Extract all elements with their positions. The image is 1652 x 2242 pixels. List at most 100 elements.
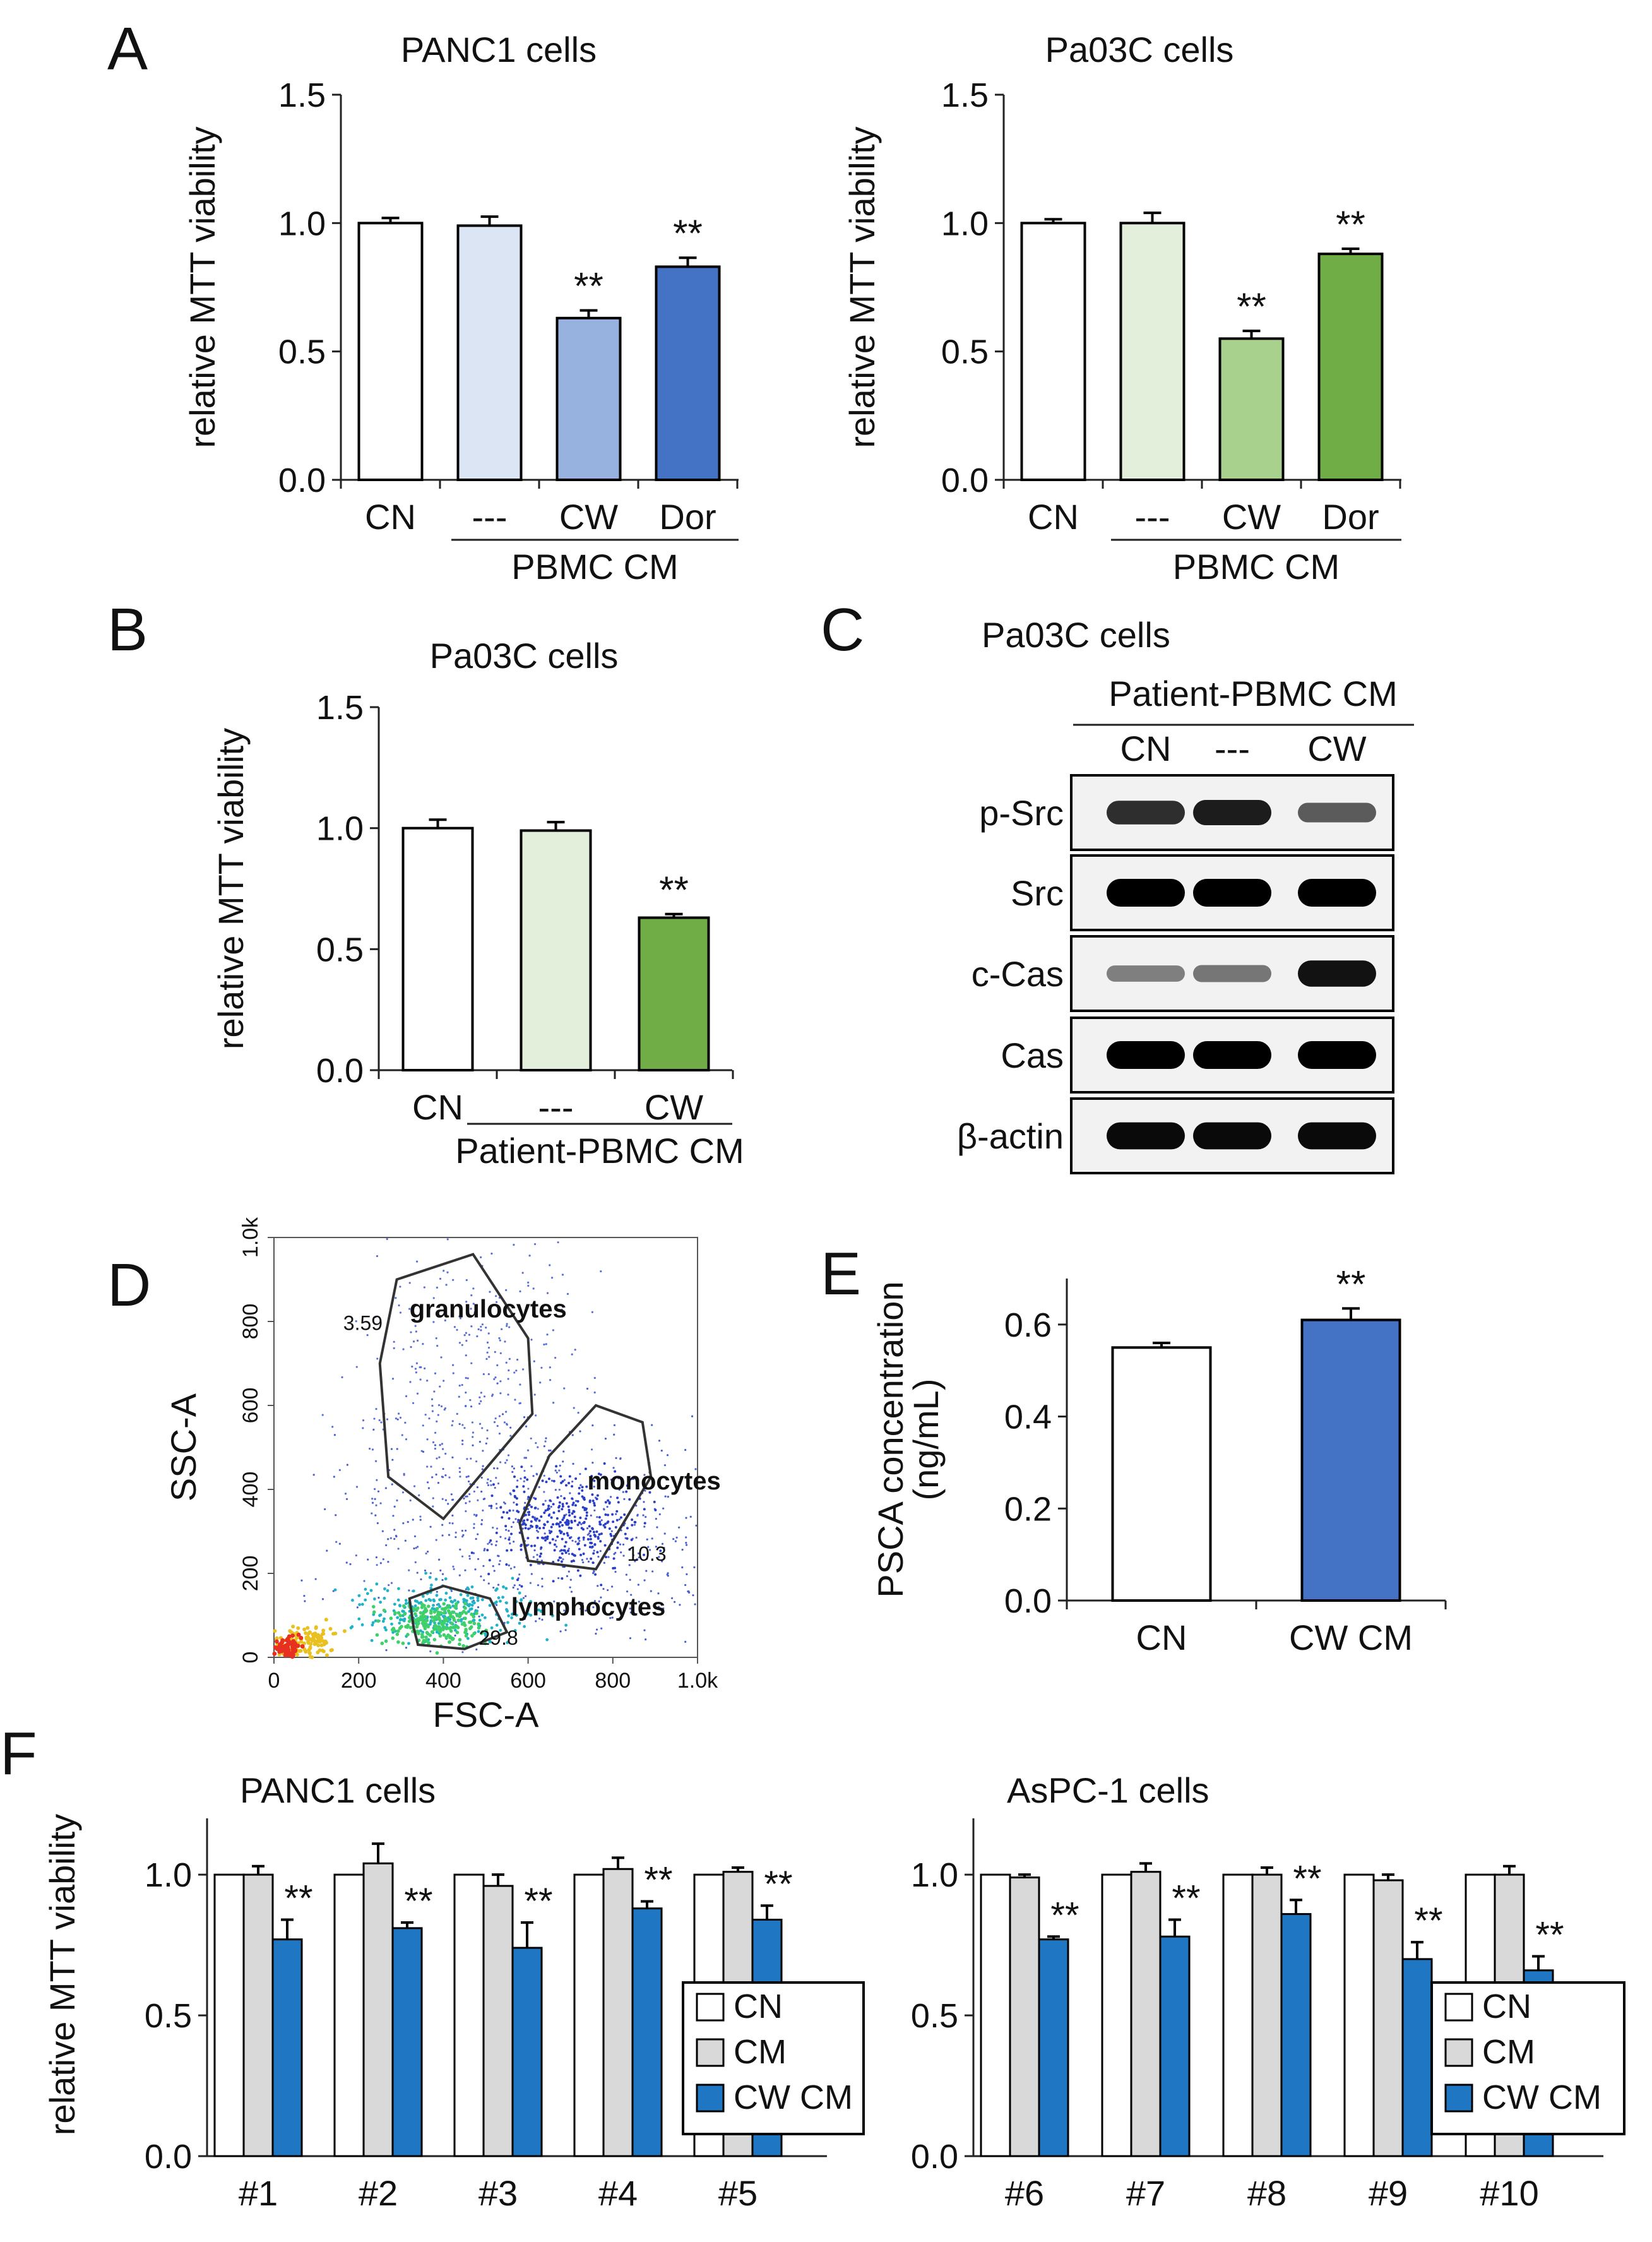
event-dot [598,1520,602,1523]
event-dot [471,1596,475,1600]
event-dot [375,1633,379,1637]
event-dot [440,1622,444,1626]
event-dot [568,1514,571,1517]
event-dot [380,1642,384,1645]
event-dot [517,1518,520,1522]
event-dot [546,1537,549,1541]
event-dot [424,1367,426,1369]
event-dot [585,1514,588,1517]
event-dot [407,1619,412,1623]
event-dot [466,1586,470,1590]
event-dot [396,1448,398,1450]
event-dot [543,1523,546,1526]
event-dot [408,1569,410,1571]
event-dot [684,1448,687,1452]
event-dot [413,1535,417,1537]
significance-marker: ** [1050,1895,1079,1936]
event-dot [376,1564,378,1566]
event-dot [376,1522,379,1525]
event-dot [417,1601,421,1605]
event-dot [452,1279,455,1281]
event-dot [593,1504,596,1507]
event-dot [591,1545,594,1548]
event-dot [593,1391,596,1394]
group-label: PBMC CM [511,547,678,587]
event-dot [612,1520,615,1523]
event-dot [480,1476,483,1479]
event-dot [523,1625,526,1628]
x-tick-label: Dor [1322,497,1379,537]
event-dot [504,1340,506,1343]
event-dot [485,1357,488,1360]
event-dot [379,1502,382,1505]
event-dot [374,1619,377,1623]
event-dot [571,1434,574,1436]
event-dot [631,1523,634,1527]
event-dot [566,1532,569,1535]
event-dot [663,1532,666,1535]
event-dot [523,1457,526,1459]
event-dot [429,1572,432,1575]
event-dot [616,1496,619,1500]
event-dot [398,1621,401,1625]
event-dot [596,1494,599,1497]
event-dot [375,1408,377,1410]
event-dot [495,1477,497,1479]
event-dot [637,1552,640,1555]
gate-outline [518,1404,653,1571]
event-dot [574,1541,577,1543]
event-dot [584,1467,587,1470]
event-dot [552,1580,555,1583]
event-dot [375,1582,379,1586]
event-dot [599,1550,602,1553]
event-dot [591,1424,594,1427]
event-dot [493,1378,496,1380]
event-dot [506,1621,509,1625]
event-dot [448,1618,452,1621]
event-dot [415,1546,417,1549]
event-dot [609,1496,612,1498]
event-dot [556,1535,559,1538]
event-dot [357,1594,361,1597]
event-dot [453,1326,456,1328]
blot-row-label: Src [1011,873,1064,913]
event-dot [470,1325,473,1328]
event-dot [543,1445,545,1448]
event-dot [499,1380,502,1383]
gate-percent: 10.3 [627,1542,666,1565]
event-dot [410,1331,412,1333]
event-cloud [272,1237,698,1659]
event-dot [326,1549,328,1552]
event-dot [391,1626,396,1631]
event-dot [444,1319,446,1321]
event-dot [490,1505,493,1508]
blot-band [1298,1041,1376,1069]
event-dot [426,1550,429,1553]
event-dot [611,1513,614,1516]
event-dot [498,1432,501,1435]
bar [511,1947,543,2157]
event-dot [399,1416,402,1419]
event-dot [625,1490,628,1493]
event-dot [619,1457,622,1460]
event-dot [628,1564,631,1566]
event-dot [507,1614,511,1618]
x-tick-label: #4 [598,2173,638,2213]
event-dot [497,1554,499,1557]
event-dot [377,1597,380,1599]
event-dot [600,1583,603,1587]
event-dot [532,1475,535,1477]
event-dot [535,1524,538,1527]
significance-marker: ** [1336,203,1365,246]
event-dot [470,1405,473,1408]
event-dot [435,1539,437,1541]
event-dot [324,1653,329,1657]
event-dot [444,1606,448,1610]
event-dot [316,1643,321,1648]
event-dot [602,1587,605,1590]
bar [213,1873,245,2157]
event-dot [507,1454,510,1457]
blot-band [1193,965,1271,982]
event-dot [547,1449,550,1452]
event-dot [438,1605,442,1609]
